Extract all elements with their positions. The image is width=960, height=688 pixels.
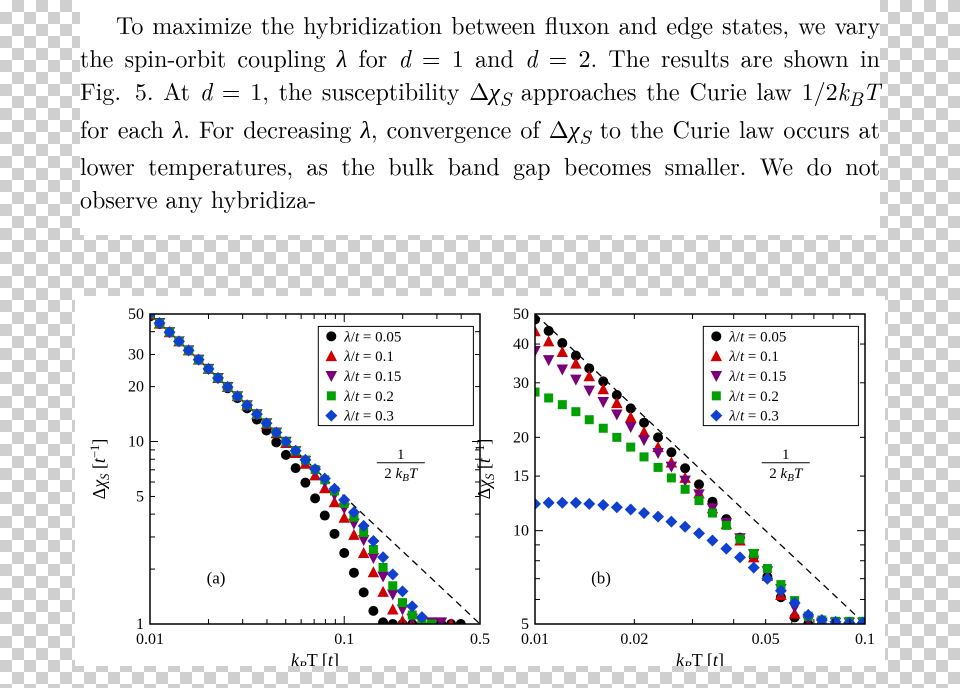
figure-5: 0.01 0.1 0.5 1 10 5 20 30 50 kBT [t] ΔχS [t−1] λ/t …: [75, 296, 885, 666]
chart-svg: 0.01 0.1 0.5 1 10 5 20 30 50 kBT [t] ΔχS [t−1] λ/t …: [75, 296, 885, 666]
svg-text:(b): (b): [591, 569, 611, 588]
svg-text:1: 1: [397, 447, 405, 463]
svg-text:1: 1: [136, 616, 144, 633]
svg-text:λ/t = 0.3: λ/t = 0.3: [728, 409, 779, 425]
svg-text:λ/t = 0.05: λ/t = 0.05: [343, 329, 401, 345]
svg-text:2 kBT: 2 kBT: [384, 466, 419, 484]
svg-text:ΔχS [t−1]: ΔχS [t−1]: [473, 439, 497, 500]
svg-text:λ/t = 0.15: λ/t = 0.15: [343, 369, 401, 385]
svg-text:λ/t = 0.15: λ/t = 0.15: [728, 369, 786, 385]
svg-text:kBT [t]: kBT [t]: [676, 650, 724, 666]
paragraph-text: To maximize the hybridization between fl…: [80, 0, 880, 235]
svg-text:λ/t = 0.3: λ/t = 0.3: [343, 409, 394, 425]
svg-text:0.01: 0.01: [521, 631, 549, 648]
svg-text:2 kBT: 2 kBT: [769, 466, 804, 484]
svg-text:40: 40: [513, 336, 529, 353]
svg-text:λ/t = 0.05: λ/t = 0.05: [728, 329, 786, 345]
svg-text:(a): (a): [207, 569, 226, 588]
svg-text:10: 10: [128, 434, 144, 451]
svg-text:λ/t = 0.1: λ/t = 0.1: [728, 349, 779, 365]
svg-text:15: 15: [513, 468, 529, 485]
svg-text:20: 20: [513, 429, 529, 446]
svg-text:30: 30: [513, 375, 529, 392]
svg-text:0.1: 0.1: [855, 631, 875, 648]
svg-text:0.1: 0.1: [334, 631, 354, 648]
svg-text:0.05: 0.05: [752, 631, 780, 648]
svg-text:50: 50: [513, 306, 529, 323]
svg-text:0.02: 0.02: [620, 631, 648, 648]
svg-text:λ/t = 0.1: λ/t = 0.1: [343, 349, 394, 365]
svg-text:0.01: 0.01: [136, 631, 164, 648]
svg-text:5: 5: [521, 616, 529, 633]
svg-text:λ/t = 0.2: λ/t = 0.2: [728, 389, 779, 405]
svg-text:20: 20: [128, 379, 144, 396]
svg-text:λ/t = 0.2: λ/t = 0.2: [343, 389, 394, 405]
svg-text:10: 10: [513, 523, 529, 540]
paragraph-content: To maximize the hybridization between fl…: [80, 7, 880, 215]
svg-text:30: 30: [128, 346, 144, 363]
svg-text:50: 50: [128, 306, 144, 323]
svg-text:0.5: 0.5: [470, 631, 490, 648]
svg-text:1: 1: [782, 447, 790, 463]
svg-text:kBT [t]: kBT [t]: [291, 650, 339, 666]
svg-text:ΔχS [t−1]: ΔχS [t−1]: [88, 439, 112, 500]
svg-text:5: 5: [136, 488, 144, 505]
